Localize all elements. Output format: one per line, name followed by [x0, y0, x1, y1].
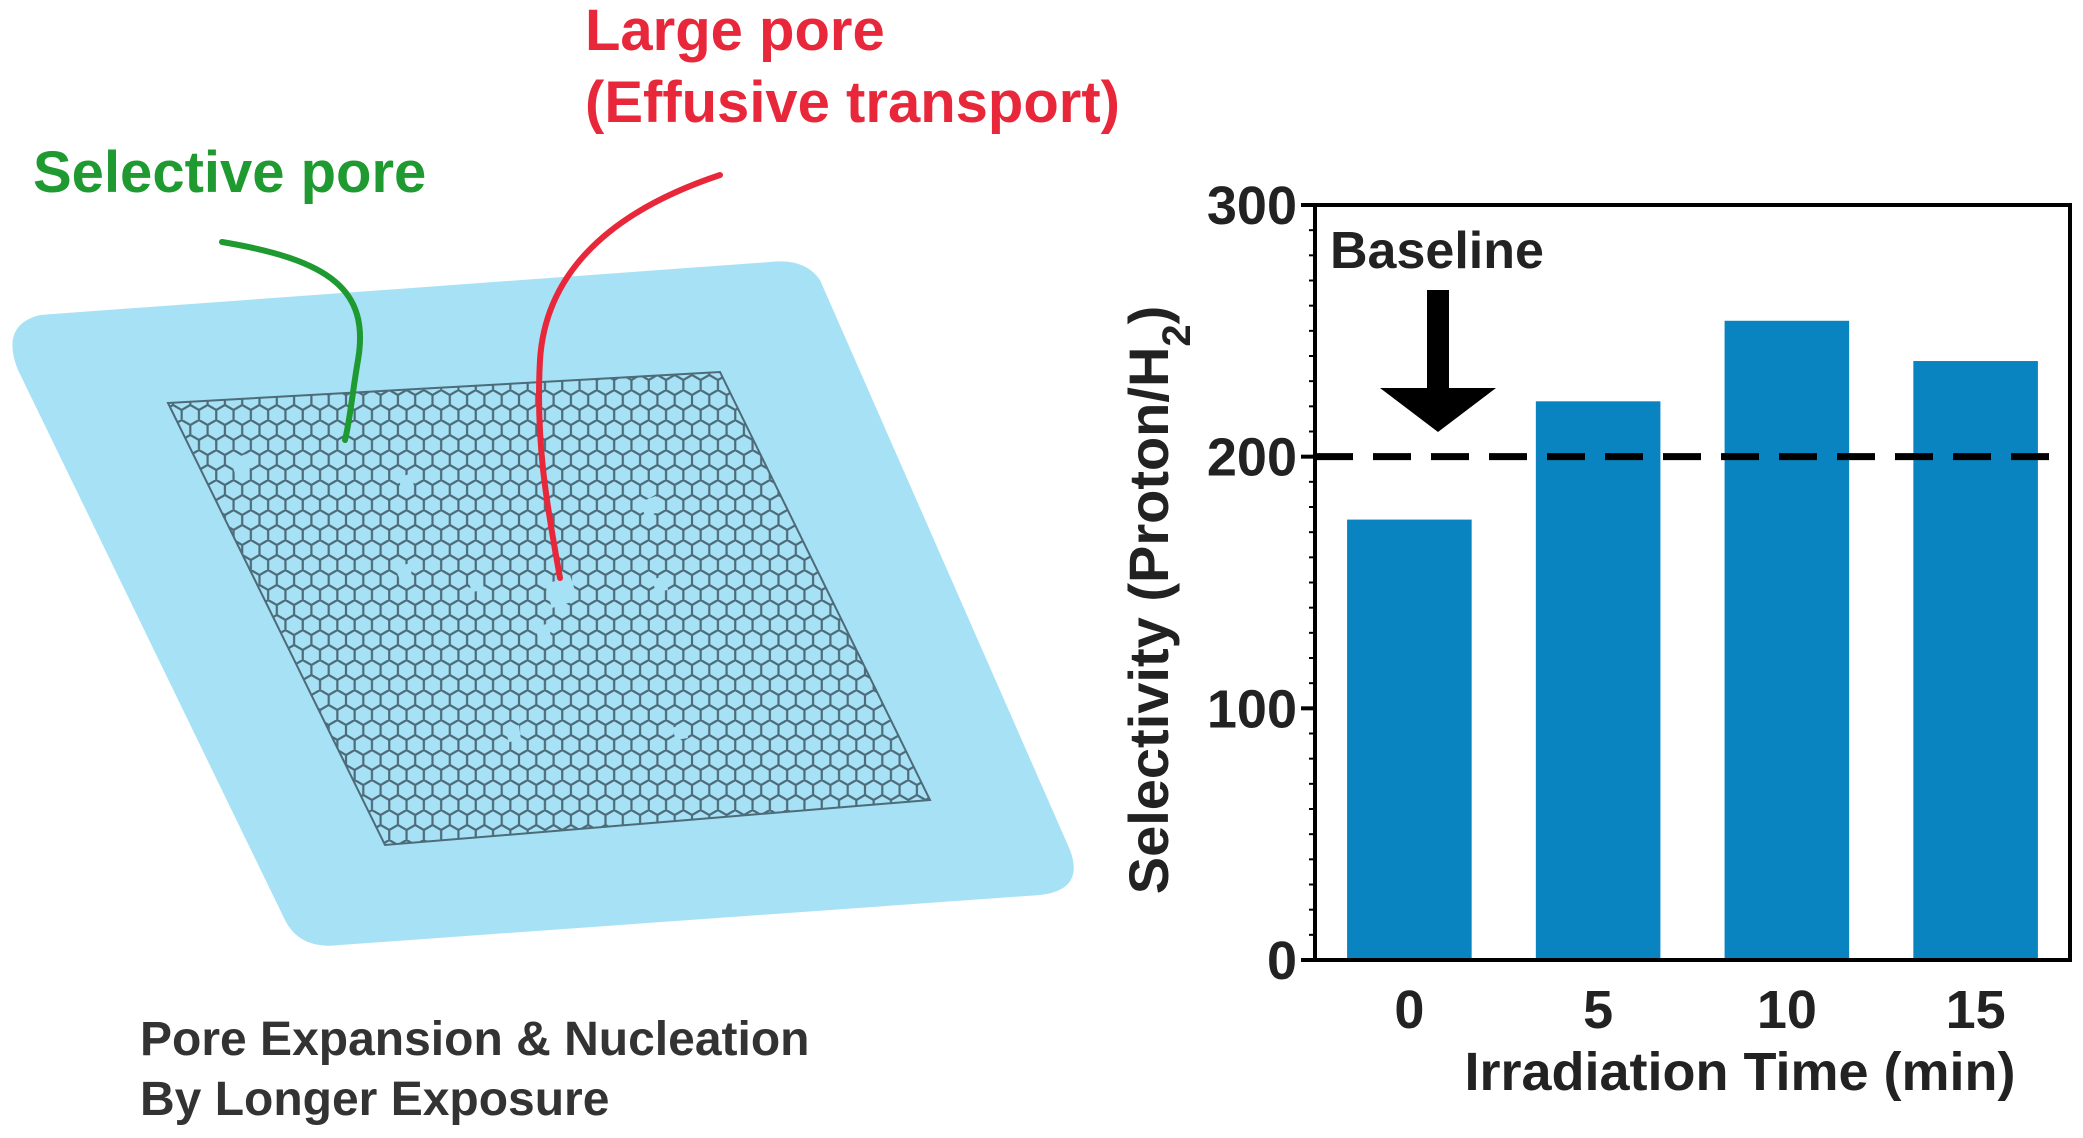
y-tick-label-0: 0 [1267, 931, 1297, 991]
y-tick-label-200: 200 [1207, 428, 1297, 488]
y-axis-label: Selectivity (Proton/H2) [1117, 306, 1199, 895]
y-axis-ticks: 0 100 200 300 [1207, 176, 1315, 991]
illustration-caption: Pore Expansion & Nucleation By Longer Ex… [140, 1010, 809, 1130]
caption-line-2: By Longer Exposure [140, 1073, 610, 1126]
caption-line-1: Pore Expansion & Nucleation [140, 1013, 810, 1066]
bar-chart: 0 100 200 300 0 5 10 15 Baseline Irradiation T… [1117, 176, 2072, 1102]
membrane-illustration: Large pore (Effusive transport) Selectiv… [12, 0, 1120, 946]
x-axis-label: Irradiation Time (min) [1464, 1042, 2015, 1102]
large-pore-pointer [536, 172, 723, 581]
y-tick-label-300: 300 [1207, 176, 1297, 236]
selective-pore-pointer [219, 239, 364, 443]
graphene-lattice [166, 370, 932, 847]
x-tick-label-10: 10 [1757, 980, 1817, 1040]
x-tick-label-15: 15 [1946, 980, 2006, 1040]
baseline-annotation: Baseline [1330, 222, 1544, 432]
large-pore-label-line2: (Effusive transport) [585, 70, 1120, 135]
bar-0-min [1347, 519, 1472, 960]
baseline-label: Baseline [1330, 222, 1544, 280]
selective-pore-label: Selective pore [33, 140, 426, 205]
pore-defects [230, 454, 688, 742]
bars [1347, 320, 2038, 960]
large-pore-label-line1: Large pore [585, 0, 885, 63]
y-tick-label-100: 100 [1207, 679, 1297, 739]
bar-5-min [1535, 401, 1661, 960]
down-arrow-icon [1380, 290, 1496, 432]
x-axis-ticks: 0 5 10 15 [1394, 980, 2005, 1040]
bar-15-min [1913, 361, 2038, 960]
x-tick-label-5: 5 [1583, 980, 1613, 1040]
x-tick-label-0: 0 [1394, 980, 1424, 1040]
bar-10-min [1724, 320, 1850, 960]
